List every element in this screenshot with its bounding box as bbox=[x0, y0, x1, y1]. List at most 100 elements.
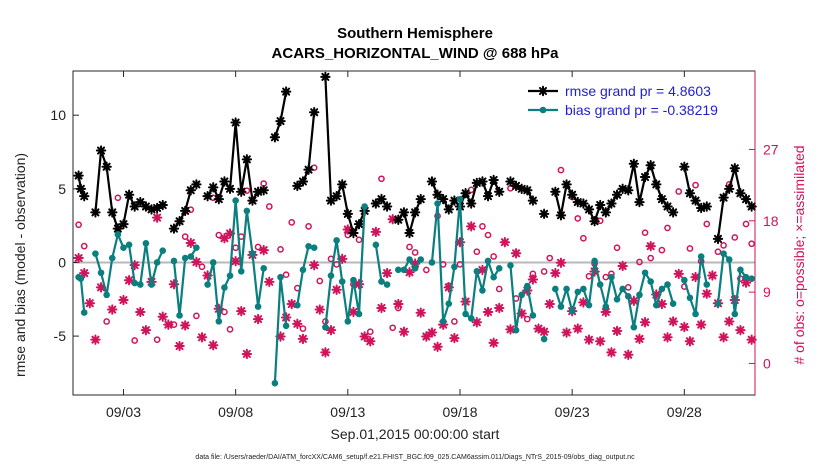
rmse-point bbox=[233, 120, 239, 125]
obs-assimilated-point bbox=[583, 334, 595, 345]
bias-point bbox=[624, 293, 632, 300]
obs-assimilated-point bbox=[348, 306, 359, 318]
x-tick-label: 09/13 bbox=[330, 404, 365, 420]
obs-assimilated-point bbox=[202, 270, 213, 281]
obs-possible-point bbox=[299, 325, 307, 332]
obs-assimilated-point bbox=[628, 295, 640, 307]
obs-assimilated-point bbox=[297, 333, 309, 345]
obs-possible-point bbox=[692, 181, 699, 189]
obs-assimilated-point bbox=[185, 237, 196, 249]
bias-point bbox=[692, 310, 699, 318]
rmse-point bbox=[250, 198, 255, 204]
bias-point bbox=[602, 303, 610, 310]
bias-point bbox=[153, 259, 161, 266]
bias-point bbox=[563, 285, 570, 293]
rmse-point bbox=[451, 198, 457, 204]
obs-possible-point bbox=[664, 224, 671, 232]
rmse-point bbox=[182, 208, 188, 214]
obs-assimilated-point bbox=[516, 308, 527, 319]
obs-assimilated-point bbox=[252, 313, 264, 325]
obs-possible-point bbox=[742, 220, 750, 228]
obs-assimilated-point bbox=[163, 319, 174, 330]
obs-assimilated-point bbox=[236, 305, 247, 317]
obs-assimilated-point bbox=[230, 256, 241, 267]
obs-assimilated-point bbox=[544, 298, 555, 310]
rmse-point bbox=[586, 207, 592, 212]
bias-point bbox=[159, 247, 167, 254]
obs-assimilated-point bbox=[320, 347, 331, 358]
obs-assimilated-point bbox=[258, 244, 269, 256]
x-tick-label: 09/23 bbox=[555, 404, 590, 420]
obs-possible-point bbox=[647, 254, 655, 262]
rmse-point bbox=[715, 236, 721, 242]
obs-possible-point bbox=[366, 328, 374, 336]
bias-point bbox=[131, 279, 138, 287]
obs-possible-point bbox=[422, 266, 430, 274]
bias-point bbox=[209, 259, 217, 266]
bias-point bbox=[299, 266, 307, 274]
bias-point bbox=[540, 335, 548, 343]
obs-possible-point bbox=[114, 194, 122, 202]
obs-assimilated-point bbox=[527, 274, 539, 285]
obs-possible-point bbox=[103, 318, 111, 325]
obs-assimilated-point bbox=[505, 324, 516, 335]
rmse-point bbox=[300, 179, 306, 184]
rmse-point bbox=[322, 74, 328, 80]
rmse-point bbox=[468, 201, 474, 206]
obs-possible-point bbox=[731, 234, 739, 241]
x-axis-label: Sep.01,2015 00:00:00 start bbox=[331, 426, 500, 442]
bias-point bbox=[378, 278, 385, 285]
bias-point bbox=[322, 323, 329, 331]
rmse-point bbox=[412, 209, 418, 215]
y-right-tick-label: 18 bbox=[763, 213, 779, 229]
obs-possible-point bbox=[282, 271, 290, 279]
obs-possible-point bbox=[265, 203, 273, 210]
rmse-point bbox=[244, 156, 250, 162]
obs-assimilated-point bbox=[701, 288, 712, 299]
obs-assimilated-point bbox=[724, 316, 735, 327]
y-left-tick-label: 10 bbox=[50, 107, 66, 123]
rmse-point bbox=[418, 196, 424, 202]
obs-assimilated-point bbox=[673, 268, 684, 280]
bias-point bbox=[507, 262, 514, 269]
obs-possible-point bbox=[479, 222, 486, 230]
obs-assimilated-point bbox=[224, 228, 236, 239]
rmse-point bbox=[311, 109, 317, 115]
rmse-point bbox=[384, 204, 390, 209]
obs-assimilated-point bbox=[667, 316, 679, 327]
obs-assimilated-point bbox=[550, 267, 561, 279]
obs-possible-point bbox=[557, 166, 565, 174]
obs-assimilated-point bbox=[179, 320, 191, 331]
rmse-point bbox=[210, 184, 216, 190]
obs-possible-point bbox=[181, 233, 189, 240]
rmse-point bbox=[631, 161, 637, 167]
rmse-point bbox=[78, 186, 84, 192]
obs-assimilated-point bbox=[651, 289, 662, 300]
rmse-point bbox=[294, 183, 300, 189]
obs-possible-point bbox=[613, 244, 621, 252]
bias-point bbox=[574, 288, 582, 296]
rmse-point bbox=[681, 164, 687, 170]
bias-point bbox=[282, 322, 290, 330]
bias-point bbox=[137, 281, 144, 288]
obs-possible-point bbox=[540, 268, 548, 275]
rmse-point bbox=[743, 196, 749, 202]
obs-assimilated-point bbox=[611, 325, 623, 337]
bias-point bbox=[742, 273, 750, 281]
obs-possible-point bbox=[714, 248, 722, 256]
rmse-point bbox=[401, 209, 407, 215]
obs-possible-point bbox=[131, 337, 139, 344]
obs-assimilated-point bbox=[107, 304, 118, 315]
rmse-point bbox=[395, 217, 401, 223]
bias-point bbox=[557, 303, 565, 310]
bias-point bbox=[120, 244, 127, 252]
bias-point bbox=[619, 285, 626, 293]
legend-rmse-marker bbox=[540, 88, 546, 94]
obs-possible-point bbox=[243, 187, 251, 195]
legend: rmse grand pr = 4.8603 bias grand pr = -0… bbox=[528, 83, 718, 118]
rmse-point bbox=[76, 173, 82, 178]
rmse-point bbox=[508, 179, 513, 184]
rmse-point bbox=[238, 189, 244, 195]
rmse-point bbox=[272, 134, 278, 140]
obs-assimilated-point bbox=[73, 252, 84, 264]
